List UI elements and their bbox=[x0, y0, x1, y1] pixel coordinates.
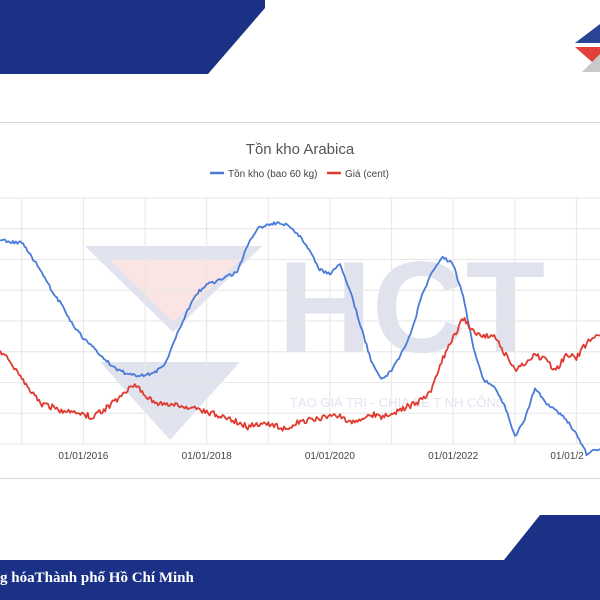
company-logo bbox=[575, 24, 600, 72]
x-tick-label: 01/01/2016 bbox=[58, 451, 108, 462]
watermark-slogan: TẠO GIÁ TRỊ - CHIA SẺ T NH CÔNG bbox=[290, 395, 506, 410]
series-line-price bbox=[0, 316, 600, 432]
bottom-accent bbox=[500, 515, 600, 565]
x-tick-label: 01/01/2 bbox=[550, 451, 584, 462]
series-layer bbox=[0, 221, 600, 457]
chart: HCT TẠO GIÁ TRỊ - CHIA SẺ T NH CÔNG Tồn … bbox=[0, 141, 600, 462]
legend: Tồn kho (bao 60 kg) Giá (cent) bbox=[210, 168, 389, 180]
watermark-letters: HCT bbox=[278, 234, 545, 380]
chart-panel bbox=[0, 122, 600, 479]
x-tick-label: 01/01/2020 bbox=[305, 451, 355, 462]
x-tick-label: 01/01/2018 bbox=[182, 451, 232, 462]
grid bbox=[0, 197, 600, 445]
x-tick-label: 01/01/2022 bbox=[428, 451, 478, 462]
footer-bar bbox=[0, 560, 600, 600]
legend-label-stock: Tồn kho (bao 60 kg) bbox=[228, 168, 318, 180]
top-banner bbox=[0, 0, 265, 74]
chart-title: Tồn kho Arabica bbox=[246, 141, 355, 158]
x-tick-labels: 01/01/2016 01/01/2018 01/01/2020 01/01/2022… bbox=[58, 451, 584, 462]
watermark: HCT TẠO GIÁ TRỊ - CHIA SẺ T NH CÔNG bbox=[85, 234, 545, 440]
legend-label-price: Giá (cent) bbox=[345, 169, 389, 180]
series-line-stock bbox=[0, 221, 600, 457]
footer-text: g hóaThành phố Hồ Chí Minh bbox=[0, 570, 194, 586]
